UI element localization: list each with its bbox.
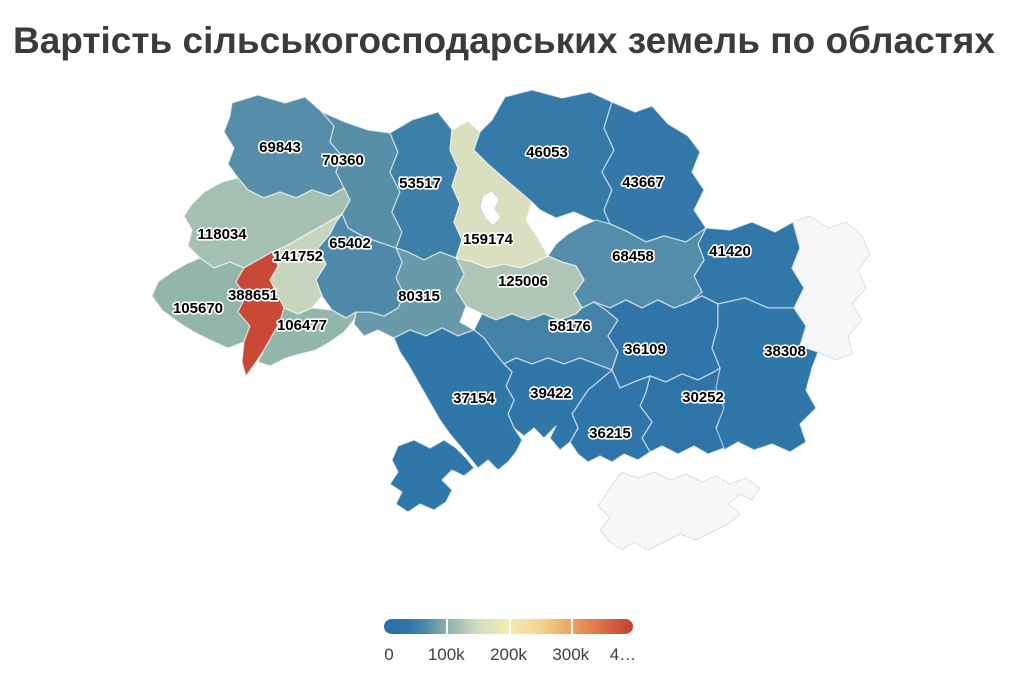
legend-tick-200k: 200k [490,645,527,664]
color-scale-legend: 0 100k 200k 300k 4… [384,619,637,665]
region-ivano-frankivsk[interactable] [235,251,285,377]
legend-tick-400k: 4… [609,645,637,664]
color-scale-bar [384,619,633,634]
region-sumy[interactable] [601,101,707,243]
region-kharkiv[interactable] [689,221,805,309]
legend-divider [508,619,511,634]
regions-layer [151,89,871,551]
region-zaporizhzhia[interactable] [639,367,725,455]
region-chernihiv[interactable] [473,89,615,225]
region-chernivtsi[interactable] [257,307,357,367]
region-zakarpattia[interactable] [151,257,251,349]
legend-divider [570,619,573,634]
region-crimea-no-data[interactable] [597,471,761,551]
legend-tick-100k: 100k [427,645,465,664]
region-odesa[interactable] [393,327,523,471]
legend-tick-0: 0 [384,645,394,664]
region-odesa[interactable] [389,439,475,513]
region-kyiv-city-hole [479,190,502,227]
legend-tick-300k: 300k [552,645,590,664]
legend-divider [446,619,449,634]
region-lviv[interactable] [183,177,351,269]
region-luhansk-no-data[interactable] [791,215,871,361]
region-donetsk[interactable] [711,297,819,453]
legend-ticks: 0 100k 200k 300k 4… [384,645,637,665]
page-title: Вартість сільськогосподарських земель по… [13,20,995,61]
